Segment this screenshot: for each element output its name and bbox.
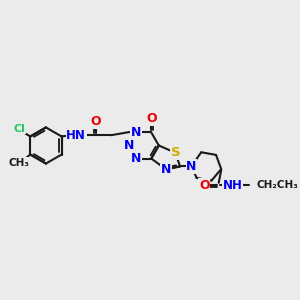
Text: N: N — [131, 126, 141, 139]
Text: N: N — [161, 163, 171, 176]
Text: O: O — [199, 179, 210, 192]
Text: S: S — [171, 146, 180, 159]
Text: HN: HN — [66, 129, 86, 142]
Text: O: O — [90, 115, 101, 128]
Text: O: O — [146, 112, 157, 125]
Text: N: N — [124, 139, 134, 152]
Text: N: N — [131, 152, 141, 165]
Text: CH₂CH₃: CH₂CH₃ — [256, 180, 298, 190]
Text: Cl: Cl — [14, 124, 26, 134]
Text: CH₃: CH₃ — [9, 158, 30, 168]
Text: N: N — [186, 160, 196, 173]
Text: NH: NH — [223, 179, 242, 192]
